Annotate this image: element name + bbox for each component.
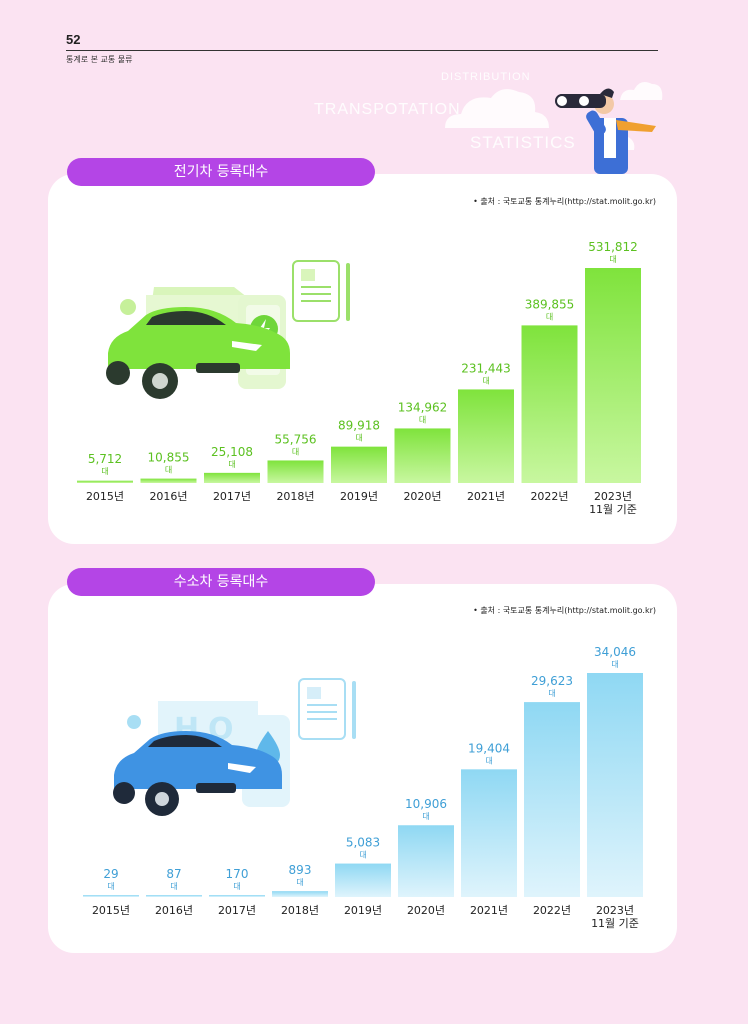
- ev-value-label-1: 10,855: [148, 451, 190, 465]
- h2-unit-label-2: 대: [233, 882, 240, 891]
- h2-bar-5: [398, 825, 454, 897]
- h2-chart-title: 수소차 등록대수: [67, 568, 375, 596]
- h2-category-label-8: 2023년: [596, 904, 634, 917]
- ev-value-label-0: 5,712: [88, 452, 122, 466]
- ev-category-sublabel-8: 11월 기준: [589, 503, 637, 516]
- deco-word-distribution: DISTRIBUTION: [441, 71, 531, 83]
- h2-value-label-4: 5,083: [346, 836, 380, 850]
- ev-category-label-0: 2015년: [86, 490, 124, 503]
- ev-value-label-3: 55,756: [275, 432, 317, 446]
- header-illustration: [445, 82, 663, 174]
- h2-value-label-0: 29: [103, 867, 118, 881]
- h2-value-label-8: 34,046: [594, 645, 636, 659]
- h2-category-label-1: 2016년: [155, 904, 193, 917]
- h2-category-label-0: 2015년: [92, 904, 130, 917]
- page-number: 52: [66, 32, 81, 47]
- ev-unit-label-4: 대: [355, 434, 362, 443]
- h2-unit-label-7: 대: [548, 689, 555, 698]
- ev-value-label-7: 389,855: [525, 297, 575, 311]
- h2-value-label-7: 29,623: [531, 674, 573, 688]
- h2-category-label-3: 2018년: [281, 904, 319, 917]
- h2-value-label-2: 170: [226, 867, 249, 881]
- h2-category-label-4: 2019년: [344, 904, 382, 917]
- ev-car-icon: [106, 307, 290, 399]
- h2-car-illustration: H 2 O H₂: [113, 678, 356, 816]
- h2-bar-6: [461, 769, 517, 897]
- ev-category-label-8: 2023년: [594, 490, 632, 503]
- ev-unit-label-7: 대: [546, 312, 553, 321]
- ev-category-label-1: 2016년: [149, 490, 187, 503]
- h2-category-label-2: 2017년: [218, 904, 256, 917]
- ev-bar-1: [140, 478, 197, 483]
- ev-bar-6: [458, 389, 514, 483]
- ev-category-label-2: 2017년: [213, 490, 251, 503]
- h2-unit-label-4: 대: [359, 851, 366, 860]
- h2-bar-0: [83, 895, 139, 897]
- ev-unit-label-2: 대: [228, 460, 235, 469]
- ev-category-label-7: 2022년: [530, 490, 568, 503]
- ev-bar-4: [331, 446, 387, 483]
- h2-bar-7: [524, 702, 580, 897]
- binoculars-man-icon: [555, 88, 656, 174]
- cloud-shape: [445, 89, 549, 128]
- ev-value-label-2: 25,108: [211, 445, 253, 459]
- ev-value-label-4: 89,918: [338, 419, 380, 433]
- h2-value-label-6: 19,404: [468, 741, 510, 755]
- ev-bar-0: [77, 480, 133, 483]
- h2-bar-3: [272, 891, 328, 897]
- ev-value-label-6: 231,443: [461, 361, 511, 375]
- ev-document-icon: [292, 260, 350, 322]
- h2-car-icon: [113, 731, 282, 816]
- h2-bar-8: [587, 673, 643, 897]
- h2-value-label-3: 893: [289, 863, 312, 877]
- deco-word-statistics: STATISTICS: [470, 133, 576, 152]
- ev-unit-label-8: 대: [609, 255, 616, 264]
- ev-unit-label-0: 대: [101, 467, 108, 476]
- h2-unit-label-5: 대: [422, 812, 429, 821]
- h2-value-label-5: 10,906: [405, 797, 447, 811]
- ev-chart-title: 전기차 등록대수: [67, 158, 375, 186]
- h2-unit-label-3: 대: [296, 878, 303, 887]
- ev-unit-label-1: 대: [165, 466, 172, 475]
- ev-value-label-8: 531,812: [588, 240, 638, 254]
- h2-unit-label-0: 대: [107, 882, 114, 891]
- h2-unit-label-6: 대: [485, 756, 492, 765]
- ev-category-label-6: 2021년: [467, 490, 505, 503]
- ev-value-label-5: 134,962: [398, 400, 448, 414]
- book-title: 통계로 본 교통 물류: [66, 55, 133, 64]
- h2-bar-1: [146, 895, 202, 897]
- ev-bar-8: [585, 268, 641, 483]
- ev-bar-5: [394, 428, 451, 483]
- h2-category-label-7: 2022년: [533, 904, 571, 917]
- ev-bar-3: [267, 460, 324, 483]
- ev-unit-label-5: 대: [419, 415, 426, 424]
- ev-bar-2: [204, 472, 260, 483]
- h2-bar-4: [335, 863, 391, 897]
- h2-category-label-5: 2020년: [407, 904, 445, 917]
- ev-bar-7: [521, 325, 578, 483]
- deco-word-transpotation: TRANSPOTATION: [314, 101, 461, 118]
- h2-unit-label-1: 대: [170, 882, 177, 891]
- ev-category-label-4: 2019년: [340, 490, 378, 503]
- h2-category-label-6: 2021년: [470, 904, 508, 917]
- h2-unit-label-8: 대: [611, 660, 618, 669]
- h2-category-sublabel-8: 11월 기준: [591, 917, 639, 930]
- h2-bar-2: [209, 895, 265, 897]
- ev-category-label-3: 2018년: [276, 490, 314, 503]
- ev-category-label-5: 2020년: [403, 490, 441, 503]
- ev-car-illustration: [106, 260, 350, 399]
- ev-unit-label-3: 대: [292, 447, 299, 456]
- header-rule: [66, 50, 658, 51]
- ev-unit-label-6: 대: [482, 376, 489, 385]
- h2-source-note: • 출처 : 국토교통 통계누리(http://stat.molit.go.kr…: [473, 606, 656, 615]
- ev-source-note: • 출처 : 국토교통 통계누리(http://stat.molit.go.kr…: [473, 197, 656, 206]
- cloud-shape: [620, 82, 663, 100]
- h2-value-label-1: 87: [166, 867, 181, 881]
- h2-document-icon: [298, 678, 356, 740]
